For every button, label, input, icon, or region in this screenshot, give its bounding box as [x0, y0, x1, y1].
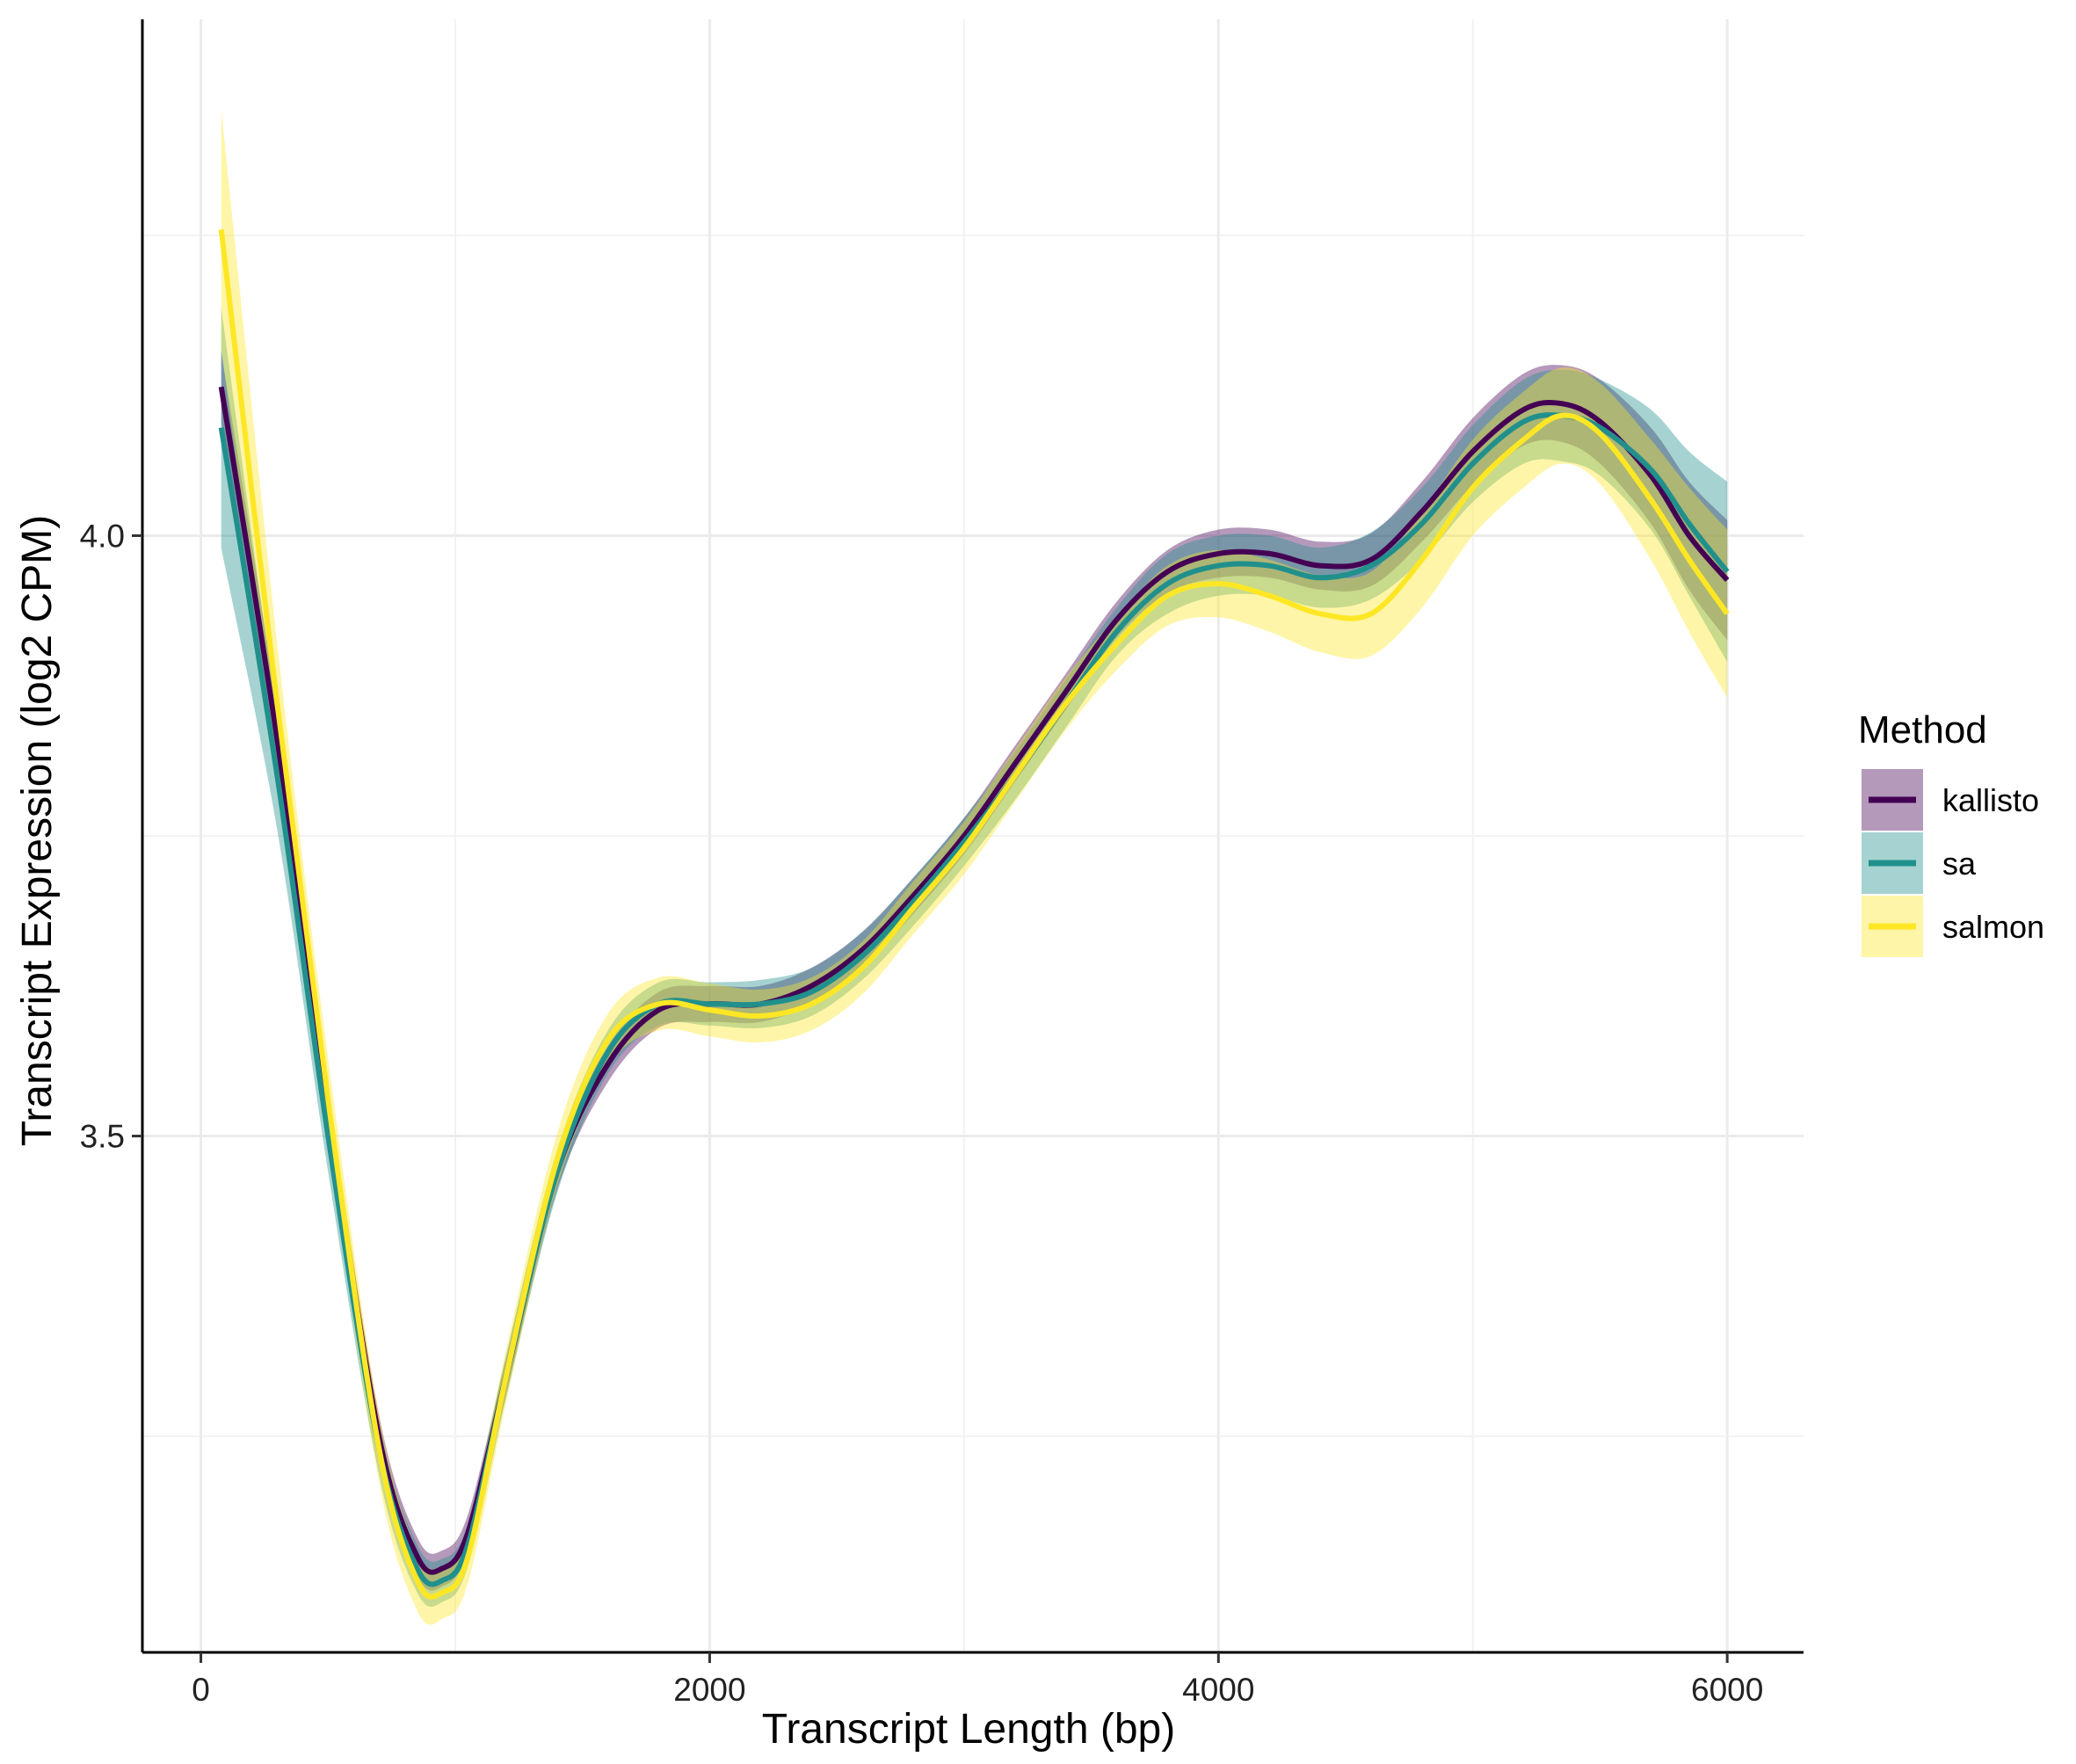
band-salmon: [221, 109, 1728, 1625]
legend-item-sa: sa: [1862, 832, 1977, 894]
legend-label-kallisto: kallisto: [1942, 782, 2039, 818]
x-tick-label: 2000: [673, 1672, 745, 1708]
series-lines: [218, 229, 1730, 1600]
y-tick-label: 4.0: [80, 518, 125, 554]
line-sa: [218, 412, 1730, 1587]
x-axis-ticks: 0 2000 4000 6000: [192, 1652, 1763, 1708]
y-axis-ticks: 3.5 4.0: [80, 518, 142, 1155]
y-axis-title: Transcript Expression (log2 CPM): [14, 515, 61, 1146]
x-tick-label: 4000: [1182, 1672, 1254, 1708]
legend-title: Method: [1858, 708, 1987, 751]
line-kallisto: [218, 386, 1730, 1575]
legend: Method kallisto sa salmon: [1858, 708, 2044, 957]
line-salmon: [218, 229, 1730, 1600]
confidence-bands: [221, 109, 1728, 1625]
band-sa: [221, 307, 1728, 1608]
x-tick-label: 6000: [1691, 1672, 1763, 1708]
legend-label-sa: sa: [1942, 846, 1977, 882]
y-tick-label: 3.5: [80, 1119, 125, 1155]
axes: [141, 19, 1804, 1654]
legend-label-salmon: salmon: [1942, 909, 2044, 945]
legend-item-kallisto: kallisto: [1862, 769, 2039, 831]
x-axis-title: Transcript Length (bp): [762, 1706, 1175, 1753]
legend-item-salmon: salmon: [1862, 896, 2044, 957]
x-tick-label: 0: [192, 1672, 210, 1708]
